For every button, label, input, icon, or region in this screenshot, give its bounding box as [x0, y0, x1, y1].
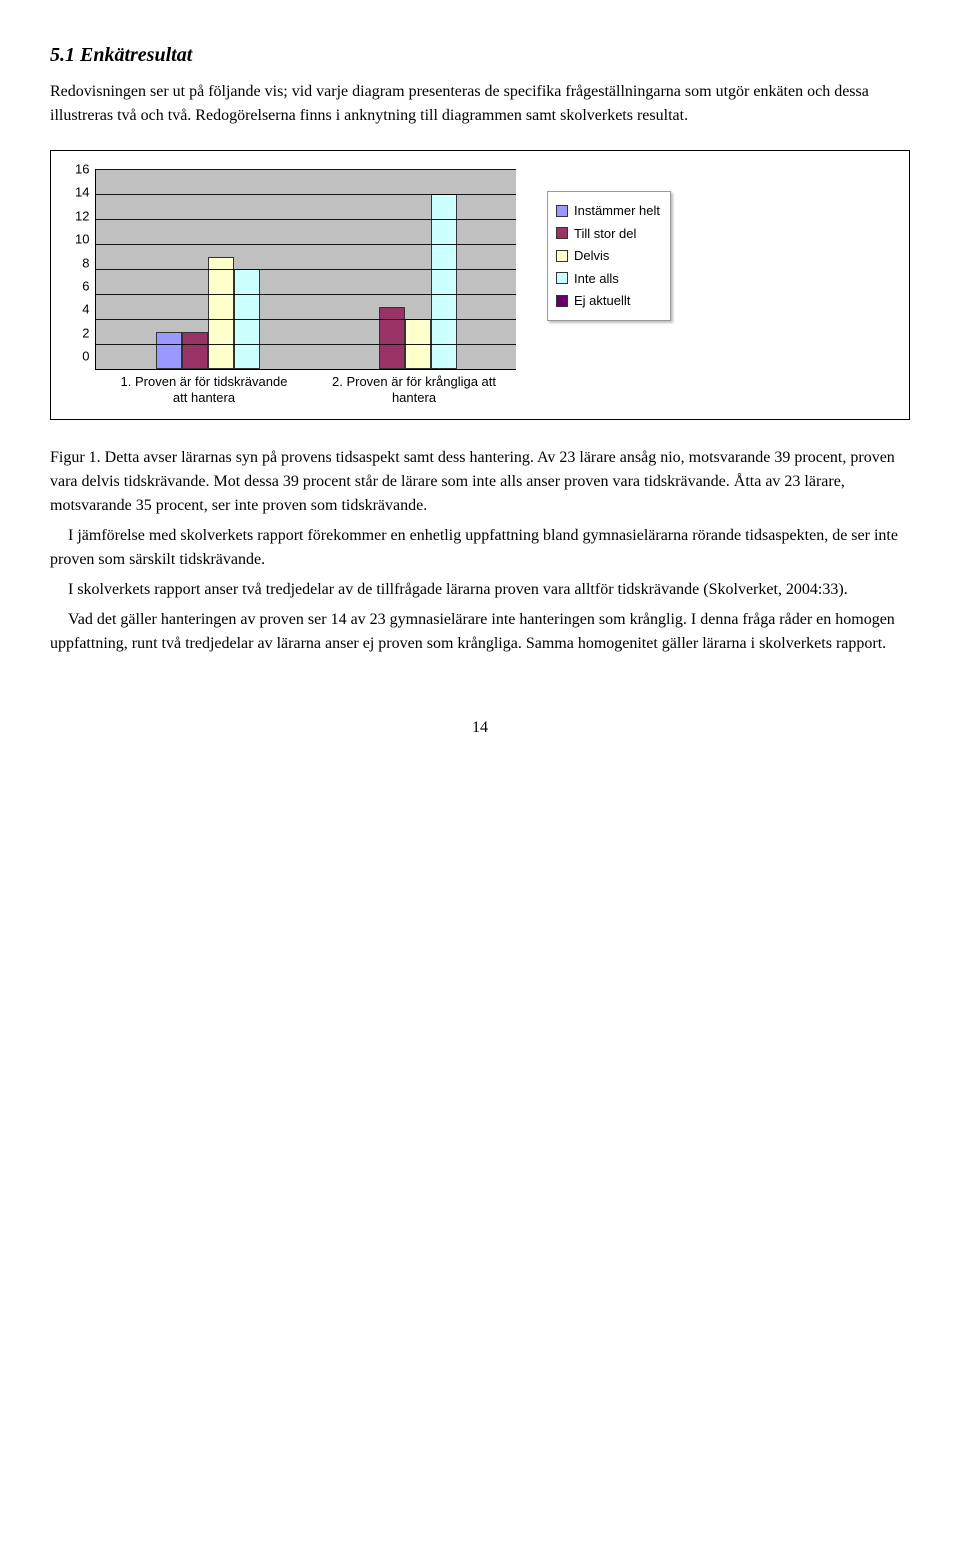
x-axis: 1. Proven är för tidskrävandeatt hantera…: [99, 374, 519, 407]
chart-container: 16 14 12 10 8 6 4 2 0 1. Proven är för tidskräva…: [50, 150, 910, 420]
y-tick: 8: [75, 256, 89, 269]
section-title: 5.1 Enkätresultat: [50, 40, 910, 70]
legend-item: Till stor del: [556, 224, 660, 244]
grid-line: [96, 294, 516, 295]
y-axis: 1614121086420: [75, 169, 89, 369]
legend-swatch: [556, 272, 568, 284]
y-tick: 0: [75, 350, 89, 363]
page-number: 14: [50, 716, 910, 740]
plot-area: [95, 169, 516, 370]
figure-caption-p3: I skolverkets rapport anser två tredjede…: [50, 578, 910, 602]
legend-item: Instämmer helt: [556, 201, 660, 221]
grid-line: [96, 169, 516, 170]
grid-line: [96, 219, 516, 220]
x-axis-label: 1. Proven är för tidskrävandeatt hantera: [104, 374, 304, 407]
grid-line: [96, 269, 516, 270]
legend-item: Delvis: [556, 246, 660, 266]
plot-wrap: 1614121086420 1. Proven är för tidskräva…: [75, 169, 519, 407]
legend-label: Delvis: [574, 246, 609, 266]
y-tick: 2: [75, 326, 89, 339]
legend-label: Instämmer helt: [574, 201, 660, 221]
y-tick: 4: [75, 303, 89, 316]
legend-swatch: [556, 205, 568, 217]
y-tick: 12: [75, 209, 89, 222]
legend-swatch: [556, 295, 568, 307]
legend-item: Inte alls: [556, 269, 660, 289]
y-tick: 16: [75, 163, 89, 176]
y-tick: 14: [75, 186, 89, 199]
y-tick: 10: [75, 233, 89, 246]
bar: [431, 194, 457, 369]
grid-line: [96, 319, 516, 320]
grid-line: [96, 344, 516, 345]
intro-paragraph: Redovisningen ser ut på följande vis; vi…: [50, 80, 910, 128]
legend-swatch: [556, 250, 568, 262]
x-axis-label: 2. Proven är för krångliga atthantera: [314, 374, 514, 407]
legend-label: Till stor del: [574, 224, 636, 244]
bar: [379, 307, 405, 370]
legend-swatch: [556, 227, 568, 239]
bar: [182, 332, 208, 370]
figure-caption-p1: Figur 1. Detta avser lärarnas syn på pro…: [50, 446, 910, 518]
legend-label: Inte alls: [574, 269, 619, 289]
bar: [156, 332, 182, 370]
figure-caption-p4: Vad det gäller hanteringen av proven ser…: [50, 608, 910, 656]
legend-label: Ej aktuellt: [574, 291, 630, 311]
grid-line: [96, 194, 516, 195]
y-tick: 6: [75, 279, 89, 292]
legend-item: Ej aktuellt: [556, 291, 660, 311]
grid-line: [96, 244, 516, 245]
bar: [208, 257, 234, 370]
chart-legend: Instämmer helt Till stor delDelvis Inte al…: [547, 191, 671, 321]
figure-caption-p2: I jämförelse med skolverkets rapport för…: [50, 524, 910, 572]
